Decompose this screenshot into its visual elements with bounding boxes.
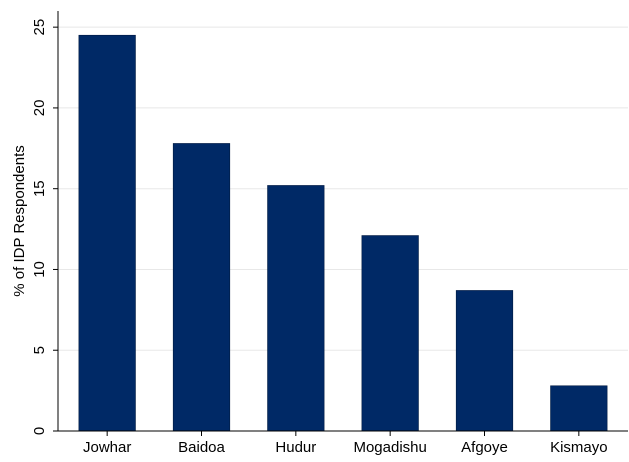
- y-axis-title: % of IDP Respondents: [11, 145, 28, 296]
- x-tick-label-baidoa: Baidoa: [178, 439, 225, 456]
- bar-kismayo: [550, 385, 608, 432]
- y-tick-label-0: 0: [31, 427, 48, 435]
- bar-baidoa: [172, 143, 231, 432]
- gridlines: [58, 26, 628, 351]
- bar-mogadishu: [361, 235, 419, 432]
- y-tick-label-25: 25: [31, 19, 48, 36]
- bar-hudur: [267, 185, 325, 432]
- x-tick-label-kismayo: Kismayo: [550, 439, 608, 456]
- x-tick-labels: Jowhar Baidoa Hudur Mogadishu Afgoye Kismayo: [83, 439, 608, 456]
- y-tick-label-20: 20: [31, 100, 48, 117]
- y-tick-label-15: 15: [31, 180, 48, 197]
- x-tick-label-mogadishu: Mogadishu: [353, 439, 426, 456]
- x-tick-label-jowhar: Jowhar: [83, 439, 131, 456]
- x-tick-label-hudur: Hudur: [275, 439, 316, 456]
- x-tick-label-afgoye: Afgoye: [461, 439, 508, 456]
- bar-jowhar: [78, 34, 136, 432]
- y-tick-labels: 0 5 10 15 20 25: [31, 19, 58, 435]
- y-tick-label-5: 5: [31, 346, 48, 354]
- y-tick-label-10: 10: [31, 261, 48, 278]
- bars: [78, 34, 608, 432]
- bar-afgoye: [455, 290, 514, 432]
- axes: [57, 11, 628, 436]
